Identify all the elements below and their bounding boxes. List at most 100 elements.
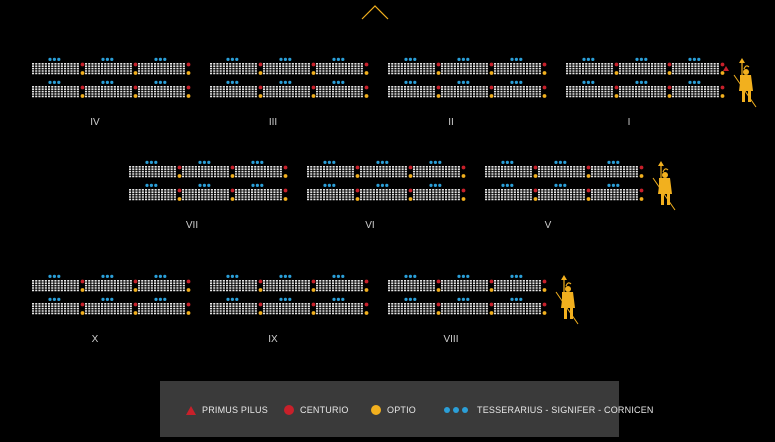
tesserarius-marker <box>510 57 514 62</box>
optio-marker <box>258 311 263 315</box>
optio-marker <box>436 94 441 98</box>
optio-marker <box>364 71 369 75</box>
tesserarius-marker <box>288 57 292 62</box>
century-soldiers <box>307 189 354 201</box>
century-soldiers <box>485 189 532 201</box>
tesserarius-dots-icon <box>444 407 471 413</box>
centurio-marker <box>177 188 182 193</box>
tesserarius-marker <box>105 274 109 278</box>
centurio-marker <box>586 188 591 193</box>
century-soldiers <box>138 63 185 75</box>
centurio-marker <box>533 188 538 193</box>
century-soldiers <box>360 166 407 178</box>
tesserarius-marker <box>433 160 437 164</box>
optio-marker <box>720 94 725 98</box>
tesserarius-marker <box>510 274 514 278</box>
centurio-marker <box>533 165 538 170</box>
legend-centurio-label: CENTURIO <box>300 405 349 415</box>
tesserarius-marker <box>341 274 345 278</box>
cohort-numeral-label: X <box>92 334 99 345</box>
centurio-marker <box>542 302 547 307</box>
tesserarius-marker <box>283 57 287 62</box>
optio-marker <box>80 94 85 98</box>
optio-marker <box>461 197 466 201</box>
tesserarius-marker <box>404 274 408 278</box>
optio-marker <box>436 71 441 75</box>
century-soldiers <box>85 63 132 75</box>
tesserarius-marker <box>461 274 465 278</box>
centurio-marker <box>489 62 494 67</box>
centurio-marker <box>311 62 316 67</box>
optio-marker <box>408 197 413 201</box>
tesserarius-marker <box>163 274 167 278</box>
centurio-marker <box>258 279 263 284</box>
centurio-marker <box>614 85 619 90</box>
centurio-marker <box>461 188 466 193</box>
optio-marker <box>133 288 138 292</box>
century-soldiers <box>235 189 282 201</box>
optio-marker <box>186 311 191 315</box>
tesserarius-marker <box>255 160 259 164</box>
optio-marker <box>283 174 288 178</box>
tesserarius-marker <box>327 160 331 164</box>
century-soldiers <box>388 63 435 75</box>
tesserarius-marker <box>288 80 292 84</box>
tesserarius-marker <box>336 57 340 62</box>
century-soldiers <box>672 86 719 98</box>
century-soldiers <box>263 303 310 315</box>
optio-marker <box>311 71 316 75</box>
tesserarius-marker <box>198 160 202 164</box>
optio-marker <box>586 197 591 201</box>
tesserarius-marker <box>639 80 644 84</box>
tesserarius-marker <box>260 160 264 164</box>
century-soldiers <box>307 166 354 178</box>
tesserarius-marker <box>554 183 558 187</box>
tesserarius-marker <box>332 80 336 84</box>
tesserarius-marker <box>466 274 470 278</box>
century-soldiers <box>138 280 185 292</box>
century-soldiers <box>619 86 666 98</box>
tesserarius-marker <box>52 274 57 278</box>
tesserarius-marker <box>48 57 52 62</box>
tesserarius-marker <box>48 274 52 278</box>
optio-marker <box>364 94 369 98</box>
century-soldiers <box>31 303 79 315</box>
centurio-marker <box>436 279 441 284</box>
tesserarius-marker <box>413 274 417 278</box>
tesserarius-marker <box>332 183 336 187</box>
centurio-marker <box>364 62 369 67</box>
tesserarius-marker <box>692 80 697 84</box>
tesserarius-marker <box>376 183 380 187</box>
cohort-IX: IX <box>210 274 369 345</box>
legionary-figure-icon <box>652 161 676 211</box>
tesserarius-marker <box>226 80 230 84</box>
centurio-marker <box>80 302 85 307</box>
cohort-VI: VI <box>307 160 466 231</box>
centurio-marker <box>489 85 494 90</box>
century-soldiers <box>138 303 185 315</box>
tesserarius-marker <box>145 183 149 187</box>
optio-marker <box>489 71 494 75</box>
tesserarius-marker <box>158 297 162 301</box>
tesserarius-marker <box>202 160 206 164</box>
century-soldiers <box>316 63 363 75</box>
tesserarius-marker <box>586 57 591 62</box>
tesserarius-marker <box>433 183 437 187</box>
legend-optio-label: OPTIO <box>387 405 417 415</box>
tesserarius-marker <box>697 57 701 62</box>
tesserarius-marker <box>57 297 61 301</box>
tesserarius-marker <box>101 57 105 62</box>
optio-marker <box>542 71 547 75</box>
century-soldiers <box>672 63 719 75</box>
centurio-marker <box>542 85 547 90</box>
centurio-marker <box>542 62 547 67</box>
tesserarius-marker <box>385 183 389 187</box>
tesserarius-marker <box>438 183 442 187</box>
centurio-marker <box>80 279 85 284</box>
century-soldiers <box>566 63 613 75</box>
tesserarius-marker <box>697 80 701 84</box>
tesserarius-marker <box>149 183 153 187</box>
optio-marker <box>533 197 538 201</box>
tesserarius-marker <box>101 274 105 278</box>
optio-marker <box>461 174 466 178</box>
